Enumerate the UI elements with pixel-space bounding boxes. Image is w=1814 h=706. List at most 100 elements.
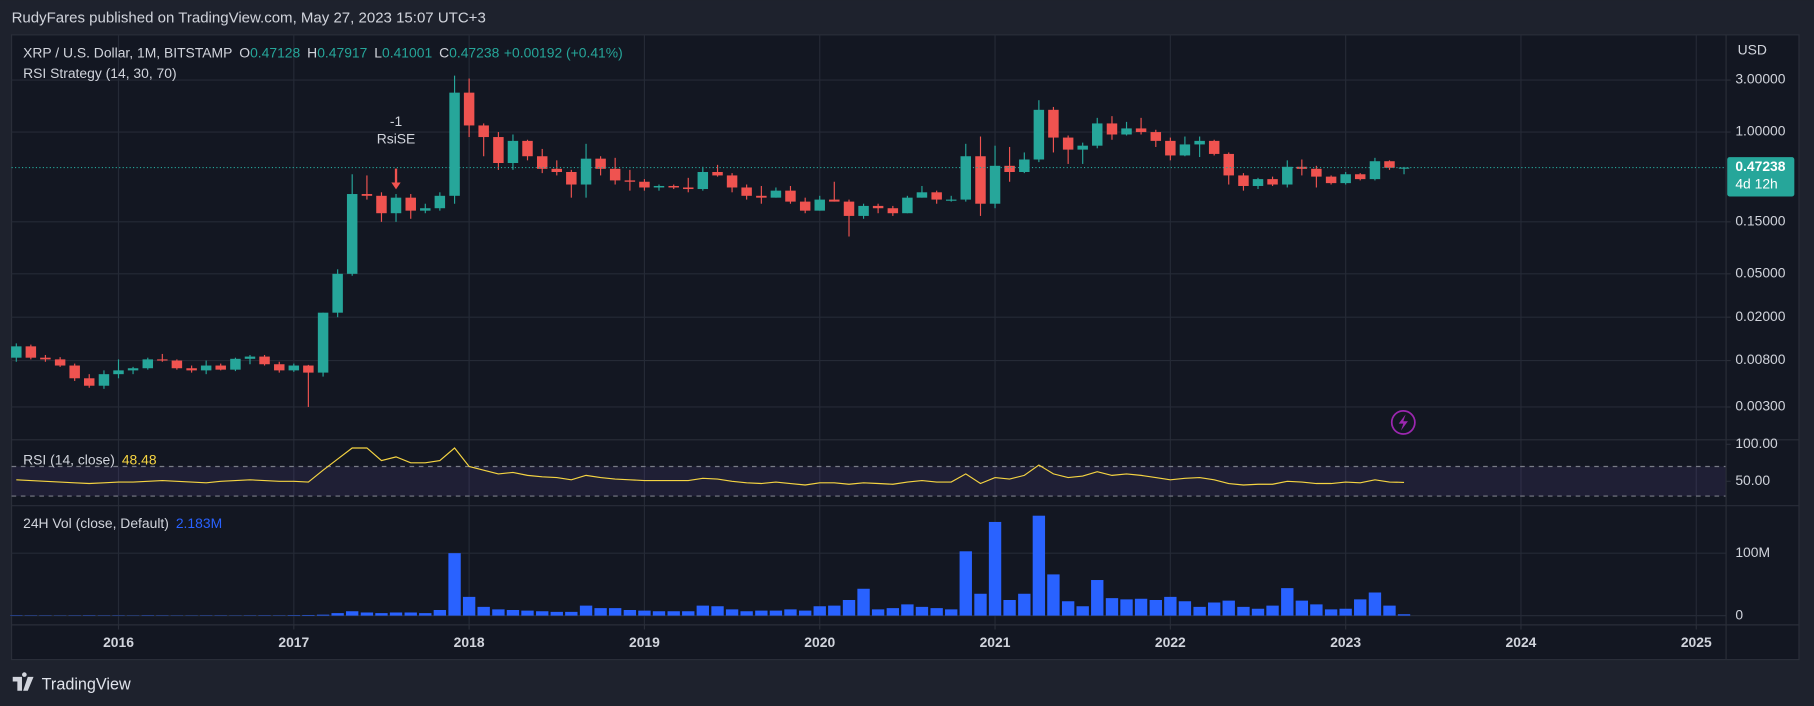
candle-body xyxy=(157,359,168,361)
candle-body xyxy=(770,190,782,198)
l-label: L xyxy=(374,44,382,60)
volume-bar xyxy=(682,611,695,616)
candle-body xyxy=(420,208,431,211)
volume-bar xyxy=(784,609,797,616)
x-tick-label: 2018 xyxy=(454,634,485,650)
candle-body xyxy=(799,201,811,211)
alert-icon xyxy=(1390,409,1416,435)
candle-body xyxy=(595,158,606,169)
volume-bar xyxy=(1003,600,1016,616)
candle-body xyxy=(40,357,51,360)
volume-bar xyxy=(1383,605,1396,616)
candle-body xyxy=(142,359,154,369)
volume-bar xyxy=(1324,609,1338,616)
candle-body xyxy=(1179,144,1191,156)
candle-body xyxy=(726,175,738,188)
volume-bar xyxy=(1397,614,1411,616)
volume-bar xyxy=(1032,515,1046,616)
candle-body xyxy=(887,208,899,214)
candle-body xyxy=(449,92,460,196)
volume-bar xyxy=(492,609,505,616)
volume-bar xyxy=(1076,606,1089,616)
c-label: C xyxy=(439,44,449,60)
candle-body xyxy=(1296,166,1308,169)
signal-label: -1 xyxy=(390,113,403,129)
volume-bar xyxy=(696,605,709,616)
volume-bar xyxy=(901,604,914,616)
chart-area xyxy=(10,34,1800,661)
candle-body xyxy=(1208,140,1220,154)
volume-bar xyxy=(740,611,753,616)
candle-body xyxy=(127,368,139,371)
volume-bar xyxy=(1295,600,1309,616)
volume-bar xyxy=(1134,598,1148,616)
candle-body xyxy=(25,346,37,358)
volume-bar xyxy=(1368,592,1382,616)
candle-body xyxy=(1019,159,1030,173)
o-value: 0.47128 xyxy=(250,44,300,60)
volume-bar xyxy=(521,610,534,616)
candle-body xyxy=(317,312,329,373)
candle-body xyxy=(1384,161,1395,168)
volume-bar xyxy=(1047,574,1060,616)
volume-bar xyxy=(506,609,520,616)
candle-body xyxy=(566,172,577,185)
volume-bar xyxy=(623,609,637,616)
volume-bar xyxy=(652,611,666,616)
x-tick-label: 2025 xyxy=(1681,634,1712,650)
candle-body xyxy=(829,199,840,202)
volume-tick-label: 0 xyxy=(1735,606,1743,622)
volume-bar xyxy=(1251,608,1265,616)
volume-bar xyxy=(462,596,476,616)
volume-bar xyxy=(857,588,870,616)
volume-bar xyxy=(725,609,739,616)
candle-body xyxy=(113,370,124,375)
volume-bar xyxy=(404,612,417,616)
candle-body xyxy=(1150,132,1162,141)
price-label: 0.47238 xyxy=(1735,158,1785,174)
volume-bar xyxy=(1281,588,1294,616)
candle-body xyxy=(1106,123,1118,135)
rsi-tick-label: 50.00 xyxy=(1735,472,1770,488)
candle-body xyxy=(215,365,226,370)
volume-bar xyxy=(331,613,344,616)
volume-bar xyxy=(1339,608,1352,616)
volume-bar xyxy=(1237,606,1250,616)
h-value: 0.47917 xyxy=(317,44,367,60)
candle-body xyxy=(858,205,869,216)
volume-bar xyxy=(448,553,461,616)
volume-bar xyxy=(360,612,374,616)
volume-bar xyxy=(608,608,622,616)
candle-body xyxy=(1369,161,1381,180)
alert-circle xyxy=(1390,409,1416,435)
candle-body xyxy=(1267,179,1278,185)
y-tick-label: 3.00000 xyxy=(1735,71,1785,87)
candle-body xyxy=(1121,128,1132,135)
volume-bar xyxy=(1061,601,1075,616)
y-tick-label: 1.00000 xyxy=(1735,123,1785,139)
rsi-legend: RSI (14, close) 48.48 xyxy=(23,451,157,467)
candle-body xyxy=(186,368,197,371)
h-label: H xyxy=(307,44,317,60)
volume-bar xyxy=(871,609,885,616)
candle-body xyxy=(785,190,796,202)
volume-bar xyxy=(579,605,593,616)
volume-title: 24H Vol (close, Default) xyxy=(23,515,169,531)
volume-bar xyxy=(799,610,812,616)
strategy-legend: RSI Strategy (14, 30, 70) xyxy=(23,65,176,81)
x-tick-label: 2024 xyxy=(1506,634,1537,650)
volume-bar xyxy=(974,593,987,616)
candle-body xyxy=(945,199,957,201)
candle-body xyxy=(639,181,650,188)
candle-body xyxy=(741,187,752,196)
x-tick-label: 2023 xyxy=(1330,634,1361,650)
volume-bar xyxy=(419,613,432,616)
y-tick-label: 0.05000 xyxy=(1735,264,1785,280)
volume-bar xyxy=(1018,593,1031,616)
volume-bar xyxy=(828,605,841,616)
volume-bar xyxy=(842,600,856,616)
candle-body xyxy=(434,195,446,209)
countdown-label: 4d 12h xyxy=(1735,176,1777,192)
candle-body xyxy=(259,356,270,365)
